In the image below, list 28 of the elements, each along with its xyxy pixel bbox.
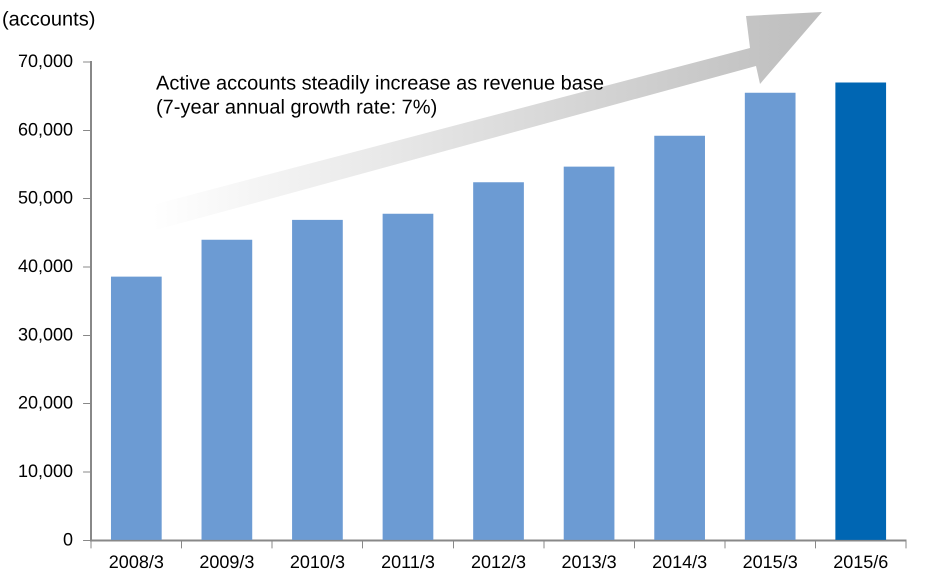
y-tick-label: 60,000	[18, 119, 74, 140]
y-tick-label: 0	[63, 529, 74, 550]
bar	[382, 214, 434, 540]
x-tick-label: 2014/3	[652, 552, 708, 572]
y-tick-label: 10,000	[18, 461, 74, 482]
annotation: Active accounts steadily increase as revenue base (7-year annual growth rate: 7%)	[156, 72, 604, 119]
y-axis-title: (accounts)	[2, 8, 96, 31]
bar	[654, 136, 705, 540]
x-tick-label: 2013/3	[562, 552, 617, 572]
x-tick-label: 2009/3	[199, 552, 254, 572]
x-tick-label: 2010/3	[290, 552, 345, 572]
x-tick-label: 2015/3	[742, 552, 798, 572]
bar	[835, 82, 886, 540]
x-tick-label: 2011/3	[381, 552, 435, 572]
bar	[564, 166, 614, 540]
x-tick-label: 2015/6	[833, 552, 888, 572]
y-tick-label: 20,000	[18, 392, 74, 413]
y-tick-label: 70,000	[18, 50, 74, 71]
y-tick-label: 30,000	[18, 324, 74, 344]
y-tick-label: 50,000	[18, 188, 74, 208]
bar	[744, 92, 796, 540]
bar	[292, 220, 343, 540]
bar	[473, 182, 524, 540]
bar	[202, 240, 252, 540]
x-tick-label: 2008/3	[108, 552, 164, 572]
y-tick-label: 40,000	[18, 256, 74, 276]
bar	[110, 276, 162, 540]
x-tick-label: 2012/3	[470, 552, 526, 572]
